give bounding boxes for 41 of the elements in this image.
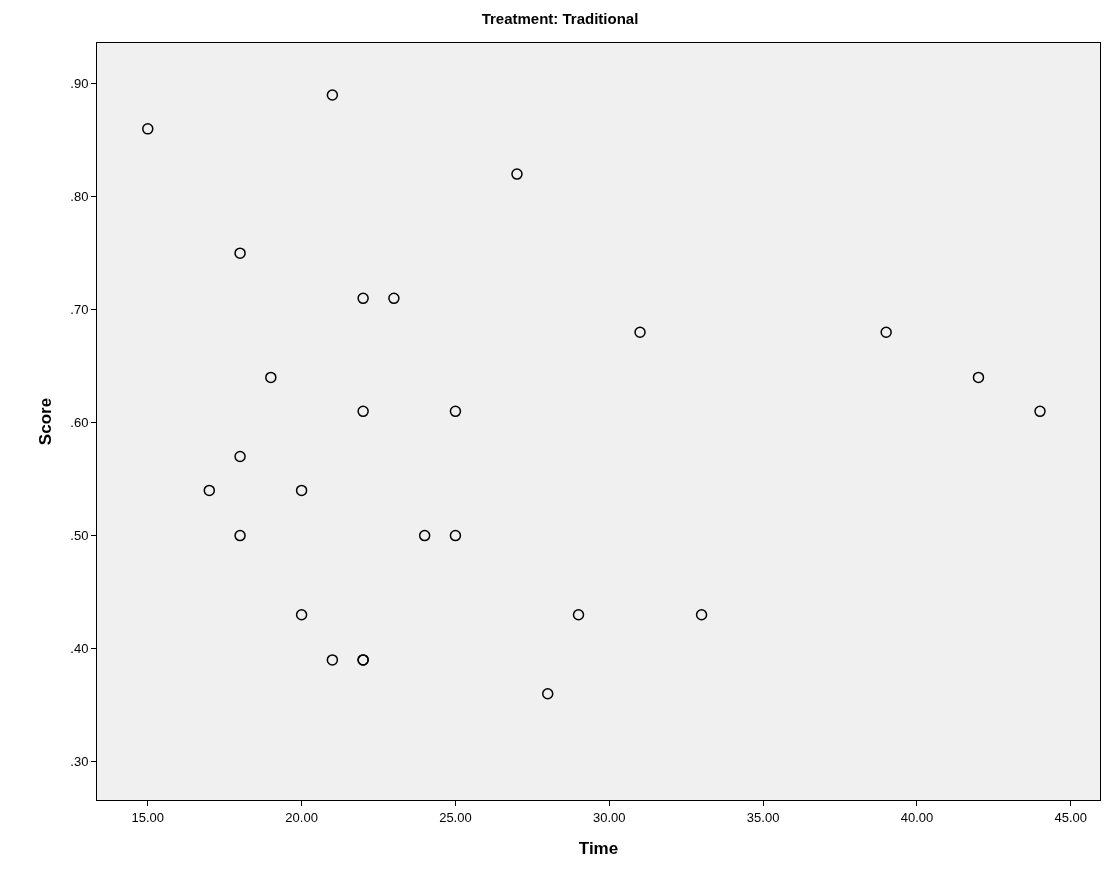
y-tick-label: .30 — [70, 754, 89, 770]
y-tick-label: .80 — [70, 189, 89, 205]
point — [357, 292, 369, 305]
y-tick-label: .40 — [70, 641, 89, 657]
point — [695, 608, 708, 621]
point — [234, 450, 246, 463]
x-axis-title: Time — [578, 839, 619, 858]
point — [572, 608, 585, 621]
point — [634, 326, 646, 338]
point — [449, 405, 462, 418]
y-tick-label: .90 — [70, 76, 89, 92]
point — [418, 529, 431, 542]
point — [511, 168, 523, 180]
x-tick-label: 20.00 — [285, 809, 318, 825]
x-tick-label: 45.00 — [1054, 809, 1088, 825]
point — [880, 326, 892, 338]
x-tick-label: 30.00 — [593, 809, 626, 825]
x-tick-label: 35.00 — [746, 809, 780, 825]
point — [1034, 405, 1046, 418]
x-tick-label: 40.00 — [900, 809, 934, 825]
y-tick-label: .70 — [70, 302, 89, 318]
point — [388, 292, 400, 305]
point — [326, 89, 339, 101]
x-tick-label: 15.00 — [131, 809, 165, 825]
point — [357, 405, 369, 418]
point — [142, 123, 154, 135]
point — [972, 371, 985, 384]
chart-title: Treatment: Traditional — [481, 9, 639, 27]
point — [234, 247, 246, 259]
y-tick-label: .50 — [70, 528, 89, 544]
point — [234, 529, 246, 542]
point — [203, 484, 216, 497]
x-tick-label: 25.00 — [439, 809, 472, 825]
y-tick-label: .60 — [70, 415, 89, 431]
point — [265, 371, 277, 384]
point — [541, 688, 554, 700]
point — [295, 608, 308, 621]
point — [295, 484, 308, 497]
y-axis-title: Score — [35, 397, 55, 446]
point — [449, 529, 462, 542]
point — [326, 654, 339, 666]
